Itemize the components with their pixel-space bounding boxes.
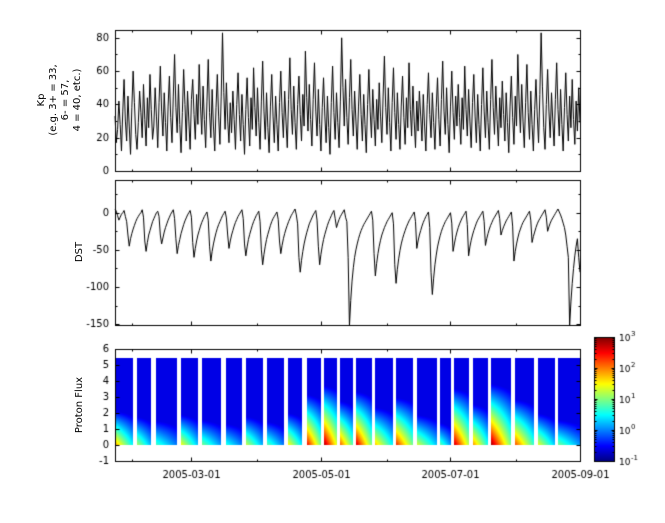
dst-axis-label: DST <box>74 241 85 263</box>
proton-flux-axis-label: Proton Flux <box>74 376 85 434</box>
kp-axis-label: Kp (e.g. 3+ = 33, 6- = 57, 4 = 40, etc.) <box>36 64 83 136</box>
